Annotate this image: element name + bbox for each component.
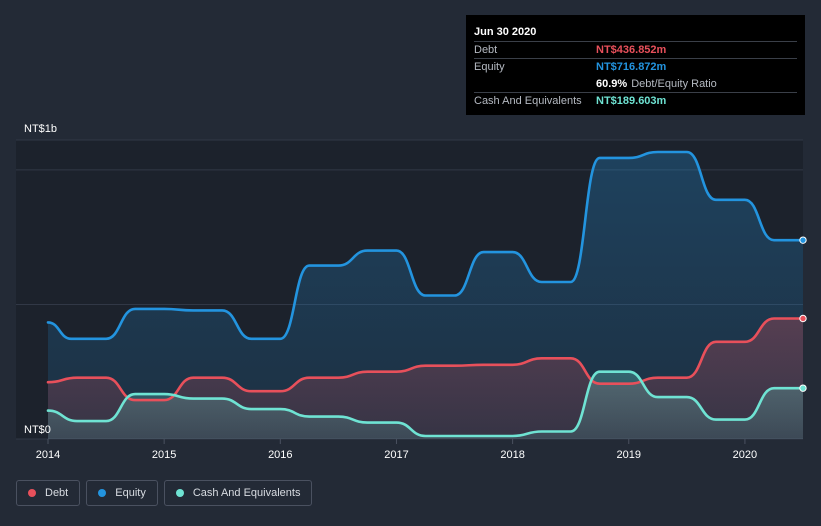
legend-label: Equity — [115, 487, 146, 499]
tooltip-label: Cash And Equivalents — [474, 95, 582, 107]
legend-item-equity[interactable]: Equity — [86, 480, 158, 506]
x-tick-label: 2018 — [500, 449, 524, 461]
y-tick-label: NT$0 — [24, 424, 51, 436]
tooltip-value: NT$716.872m — [596, 61, 667, 73]
legend-label: Cash And Equivalents — [192, 487, 301, 499]
x-tick-label: 2015 — [152, 449, 176, 461]
x-tick-label: 2014 — [36, 449, 60, 461]
tooltip-row-debt: Debt NT$436.852m — [474, 40, 797, 58]
legend-dot-icon — [28, 489, 36, 497]
hover-tooltip: Jun 30 2020 Debt NT$436.852m Equity NT$7… — [466, 15, 805, 115]
axis-labels: NT$1b NT$0 2014 2015 2016 2017 2018 2019 2020 — [24, 123, 757, 461]
tooltip-value: NT$436.852m — [596, 43, 667, 56]
tooltip-date: Jun 30 2020 — [474, 26, 537, 38]
x-tick-label: 2017 — [384, 449, 408, 461]
tooltip-label — [474, 76, 596, 92]
tooltip-row-cash: Cash And Equivalents NT$189.603m — [474, 92, 797, 109]
tooltip-value: NT$189.603m — [596, 95, 667, 107]
legend-item-cash[interactable]: Cash And Equivalents — [163, 480, 313, 506]
chart-legend: Debt Equity Cash And Equivalents — [16, 480, 313, 506]
series-end-markers — [799, 236, 807, 392]
x-tick-label: 2016 — [268, 449, 292, 461]
legend-dot-icon — [175, 489, 184, 497]
line-equity — [46, 150, 805, 341]
tooltip-row-equity: Equity NT$716.872m — [474, 58, 797, 75]
x-tick-label: 2020 — [733, 449, 757, 461]
legend-dot-icon — [98, 489, 107, 497]
tooltip-row-ratio: 60.9% Debt/Equity Ratio — [474, 76, 797, 92]
tooltip-suffix: Debt/Equity Ratio — [631, 77, 717, 90]
tooltip-value: 60.9% — [596, 77, 628, 90]
legend-label: Debt — [45, 487, 69, 499]
end-marker-equity — [799, 236, 807, 244]
tooltip-label: Equity — [474, 61, 505, 73]
x-tick-label: 2019 — [617, 449, 641, 461]
tooltip-label: Debt — [474, 43, 498, 56]
y-tick-label: NT$1b — [24, 123, 57, 135]
series-lines — [46, 150, 805, 438]
end-marker-cash-and-equivalents — [799, 384, 807, 392]
end-marker-debt — [799, 314, 807, 323]
area-cash-and-equivalents — [48, 371, 803, 439]
line-cash-and-equivalents — [46, 370, 805, 438]
legend-item-debt[interactable]: Debt — [16, 480, 81, 506]
